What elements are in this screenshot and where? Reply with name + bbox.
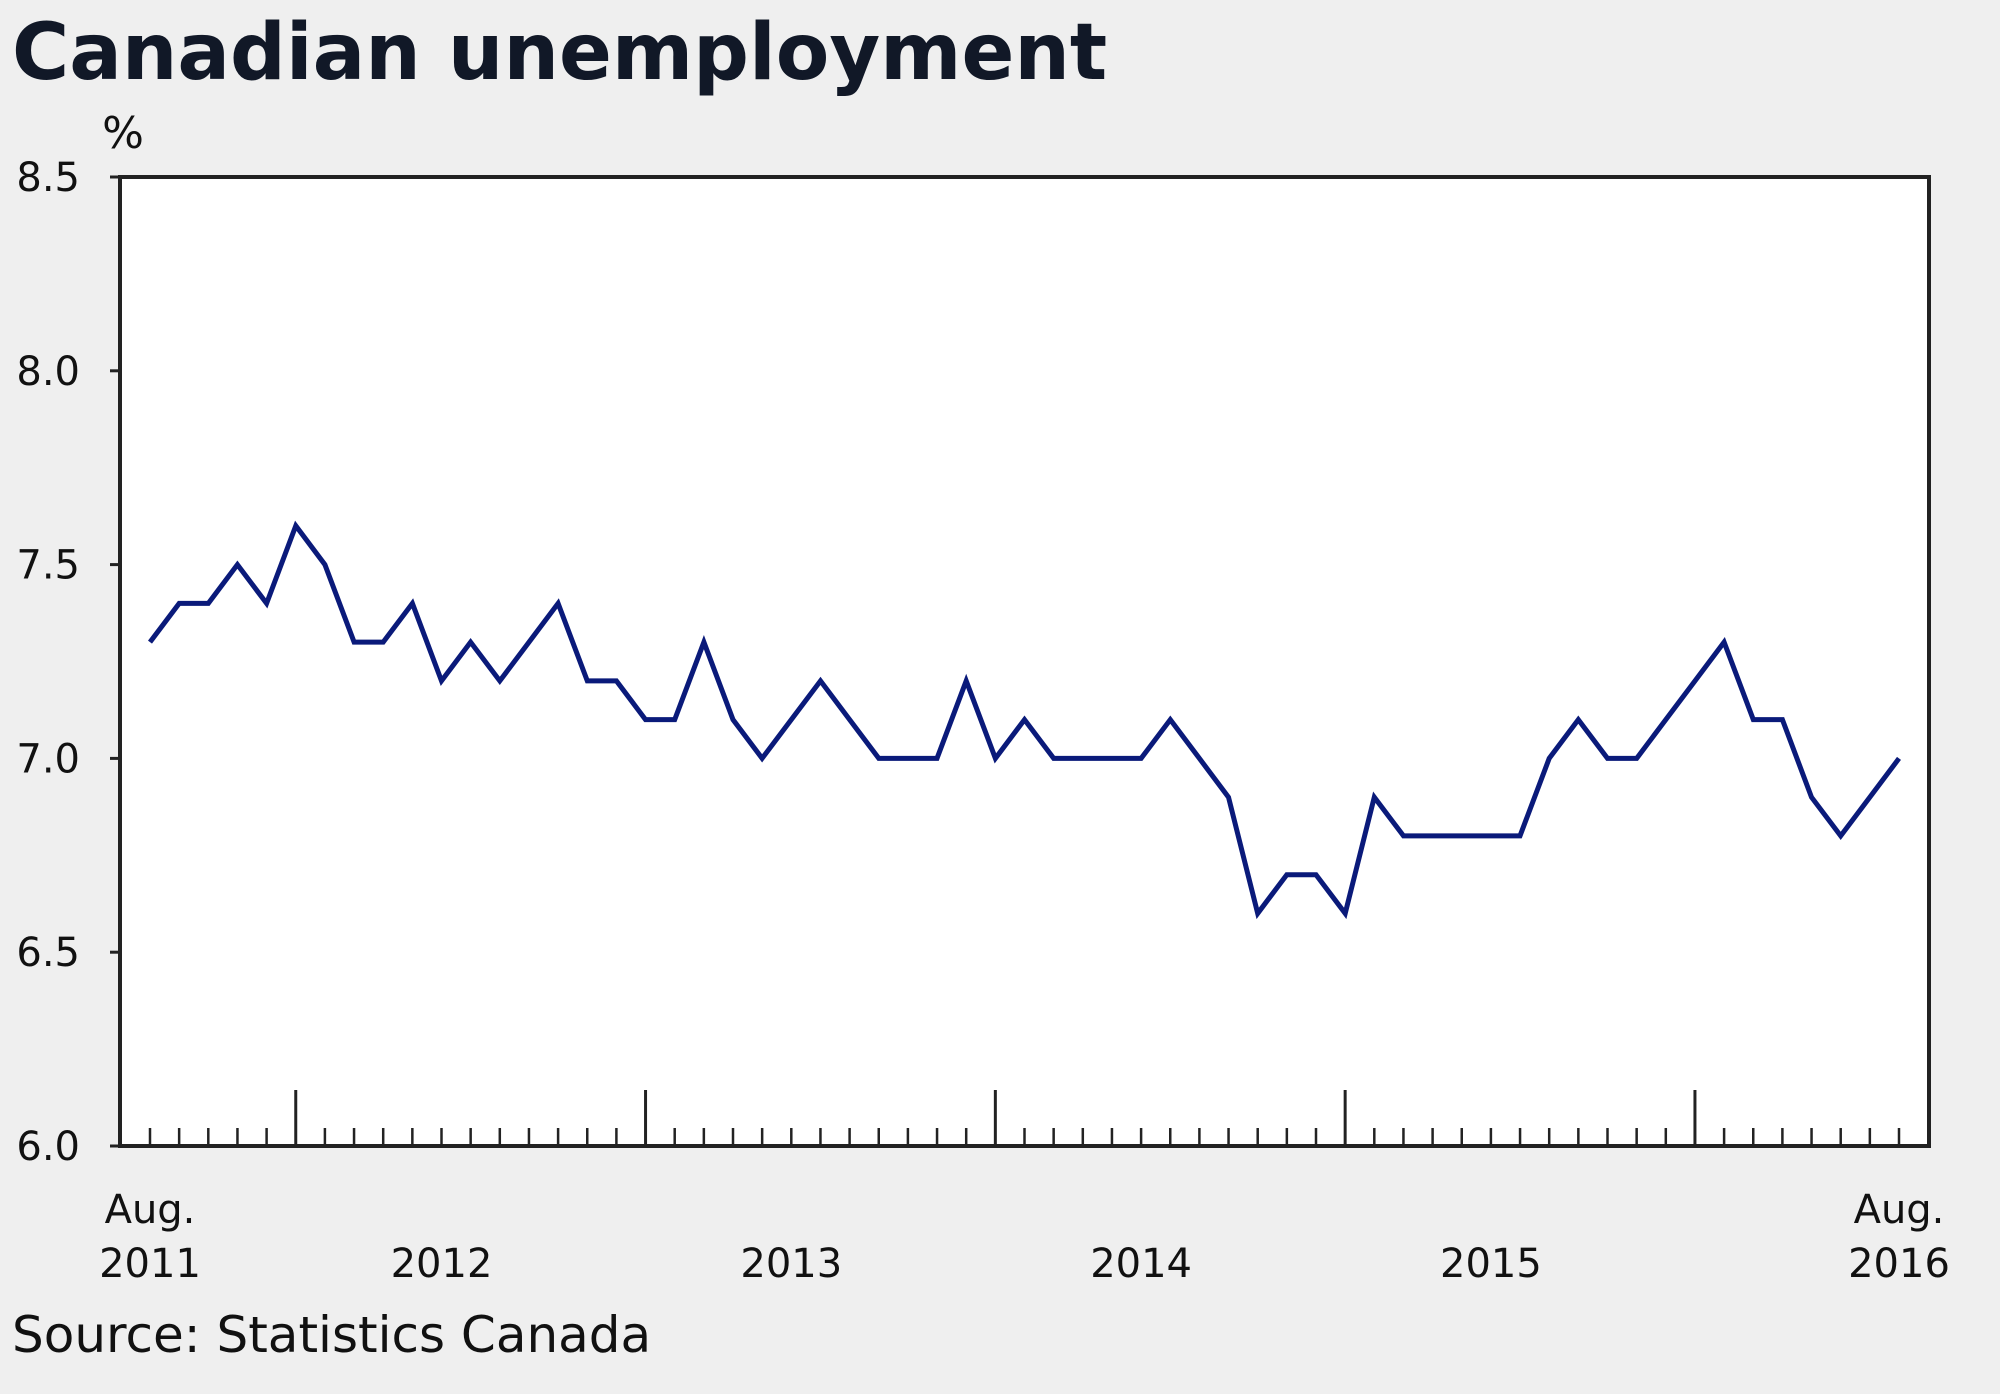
y-tick-label: 6.5 <box>16 930 80 976</box>
x-tick-label-line1: Aug. <box>105 1187 196 1233</box>
y-tick-label: 8.0 <box>16 349 80 395</box>
data-point <box>615 679 618 682</box>
data-point <box>1431 834 1434 837</box>
data-point <box>1635 757 1638 760</box>
x-tick-label-line2: 2012 <box>391 1241 493 1287</box>
data-point <box>498 679 501 682</box>
data-point <box>1839 834 1842 837</box>
data-point <box>1169 718 1172 721</box>
y-tick-label: 7.0 <box>16 736 80 782</box>
x-tick-label-line1: Aug. <box>1854 1187 1945 1233</box>
x-tick-label-line2: 2015 <box>1440 1241 1542 1287</box>
data-point <box>877 757 880 760</box>
data-point <box>673 718 676 721</box>
x-tick-label-line2: 2016 <box>1848 1241 1950 1287</box>
data-point <box>1752 718 1755 721</box>
data-point <box>323 563 326 566</box>
data-point <box>1460 834 1463 837</box>
data-point <box>1577 718 1580 721</box>
data-point <box>265 602 268 605</box>
y-axis-unit-label: % <box>102 108 144 159</box>
data-point <box>1489 834 1492 837</box>
y-tick-label: 6.0 <box>16 1124 80 1170</box>
x-tick-label-line2: 2013 <box>740 1241 842 1287</box>
data-point <box>1344 912 1347 915</box>
y-axis: 8.5 8.0 7.5 7.0 6.5 6.0 <box>16 155 120 1170</box>
data-point <box>294 524 297 527</box>
data-point <box>1664 718 1667 721</box>
data-point <box>1023 718 1026 721</box>
data-point <box>1868 796 1871 799</box>
data-point <box>382 641 385 644</box>
data-point <box>1227 796 1230 799</box>
data-point <box>936 757 939 760</box>
data-point <box>1256 912 1259 915</box>
data-point <box>644 718 647 721</box>
data-point <box>1140 757 1143 760</box>
data-point <box>207 602 210 605</box>
data-point <box>1723 641 1726 644</box>
data-point <box>1898 757 1901 760</box>
data-point <box>1110 757 1113 760</box>
data-point <box>1081 757 1084 760</box>
data-point <box>557 602 560 605</box>
data-point <box>527 641 530 644</box>
x-tick-label-line2: 2011 <box>99 1241 201 1287</box>
data-point <box>1606 757 1609 760</box>
source-note: Source: Statistics Canada <box>12 1306 652 1364</box>
data-point <box>819 679 822 682</box>
data-point <box>1693 679 1696 682</box>
data-point <box>469 641 472 644</box>
data-point <box>848 718 851 721</box>
data-point <box>1810 796 1813 799</box>
series-layer <box>148 520 1901 920</box>
x-tick-label-line2: 2014 <box>1090 1241 1192 1287</box>
data-point <box>353 641 356 644</box>
data-point <box>994 757 997 760</box>
data-point <box>702 641 705 644</box>
data-point <box>906 757 909 760</box>
data-point <box>586 679 589 682</box>
data-point <box>1402 834 1405 837</box>
data-point <box>1548 757 1551 760</box>
data-point <box>1315 873 1318 876</box>
data-point <box>1781 718 1784 721</box>
data-point <box>236 563 239 566</box>
data-point <box>761 757 764 760</box>
data-point <box>965 679 968 682</box>
y-tick-label: 7.5 <box>16 543 80 589</box>
y-tick-label: 8.5 <box>16 155 80 201</box>
data-point <box>411 602 414 605</box>
data-point <box>149 641 152 644</box>
series-line-0 <box>148 520 1901 920</box>
data-point <box>790 718 793 721</box>
data-point <box>1373 796 1376 799</box>
data-point <box>732 718 735 721</box>
x-axis: Aug. 2011 2012 2013 2014 2015 Aug. 2016 <box>99 1090 1950 1287</box>
chart-title: Canadian unemployment <box>12 8 1108 98</box>
plot-area <box>118 175 1931 1148</box>
data-point <box>1519 834 1522 837</box>
data-point <box>1285 873 1288 876</box>
data-point <box>1198 757 1201 760</box>
data-point <box>1052 757 1055 760</box>
data-point <box>178 602 181 605</box>
data-point <box>440 679 443 682</box>
